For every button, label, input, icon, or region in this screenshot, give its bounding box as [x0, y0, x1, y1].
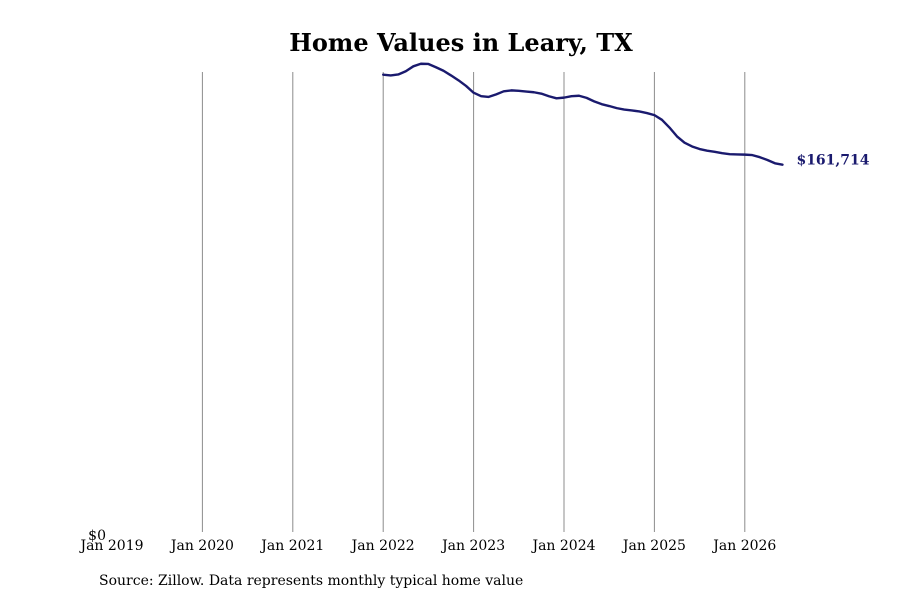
x-axis-tick-labels: Jan 2019 Jan 2020 Jan 2021 Jan 2022 Jan 2023…	[78, 538, 776, 554]
chart-title: Home Values in Leary, TX	[289, 28, 633, 57]
source-note: Source: Zillow. Data represents monthly …	[99, 573, 524, 589]
x-tick-label: Jan 2024	[530, 538, 595, 554]
x-tick-label: Jan 2023	[440, 538, 505, 554]
x-tick-label: Jan 2025	[621, 538, 686, 554]
y-tick-label: $0	[88, 528, 106, 544]
x-tick-label: Jan 2020	[169, 538, 234, 554]
x-tick-label: Jan 2019	[78, 538, 143, 554]
x-tick-label: Jan 2021	[259, 538, 324, 554]
gridlines	[201, 72, 746, 532]
y-axis-tick-labels: $0	[88, 528, 106, 544]
end-value-label: $161,714	[796, 153, 869, 169]
x-tick-label: Jan 2026	[711, 538, 776, 554]
x-tick-label: Jan 2022	[350, 538, 415, 554]
series-line-home-value	[382, 62, 784, 166]
